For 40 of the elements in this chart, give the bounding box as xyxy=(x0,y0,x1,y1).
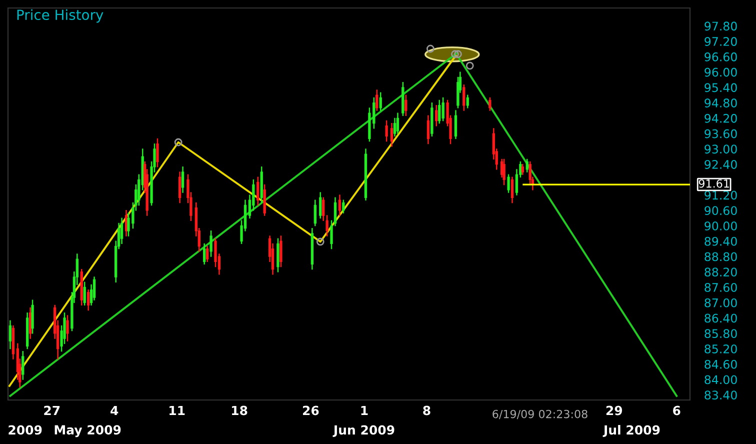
y-tick-label: 94.80 xyxy=(704,98,737,108)
x-tick-label: 18 xyxy=(232,406,248,416)
y-tick-label: 85.20 xyxy=(704,344,737,354)
x-tick-label: 26 xyxy=(302,406,319,416)
y-tick-label: 94.20 xyxy=(704,114,737,123)
x-tick-label: 4 xyxy=(110,406,118,416)
x-tick-label: 27 xyxy=(44,406,60,416)
x-tick-label: 8 xyxy=(423,406,430,416)
x-tick-label: 6 xyxy=(673,406,680,416)
ref-line-label: 91.61 xyxy=(698,179,729,188)
x2-tick-label: May 2009 xyxy=(54,425,121,438)
y-tick-label: 90.60 xyxy=(704,206,737,216)
x-tick-label: 1 xyxy=(361,406,368,416)
y-tick-label: 95.40 xyxy=(704,83,737,92)
x2-tick-label: Jul 2009 xyxy=(602,425,660,437)
y-tick-label: 91.20 xyxy=(704,190,737,200)
y-tick-label: 86.40 xyxy=(704,314,737,323)
y-tick-label: 96.60 xyxy=(704,52,737,62)
y-tick-label: 97.20 xyxy=(704,37,737,46)
y-tick-label: 84.00 xyxy=(704,375,737,384)
y-tick-label: 85.80 xyxy=(704,329,737,338)
x2-tick-label: 2009 xyxy=(8,425,42,435)
text: 6/19/09 02:23:08 xyxy=(492,410,588,420)
y-tick-label: 88.80 xyxy=(704,252,737,262)
y-tick-label: 92.40 xyxy=(704,160,737,169)
y-tick-label: 87.00 xyxy=(704,298,737,308)
y-tick-label: 93.60 xyxy=(704,129,737,138)
y-tick-label: 89.40 xyxy=(704,236,737,246)
y-tick-label: 97.80 xyxy=(704,22,737,31)
x-tick-label: 29 xyxy=(606,406,622,416)
y-tick-label: 90.00 xyxy=(704,222,737,230)
y-tick-label: 93.00 xyxy=(704,144,737,154)
y-tick-label: 83.40 xyxy=(704,390,737,400)
chart-title: Price History xyxy=(17,9,104,23)
x2-tick-label: Jun 2009 xyxy=(332,425,394,437)
y-tick-label: 88.20 xyxy=(704,268,737,277)
y-tick-label: 96.00 xyxy=(704,68,737,77)
y-tick-label: 84.60 xyxy=(704,360,737,369)
y-tick-label: 87.60 xyxy=(704,282,737,292)
x-tick-label: 11 xyxy=(170,406,185,416)
